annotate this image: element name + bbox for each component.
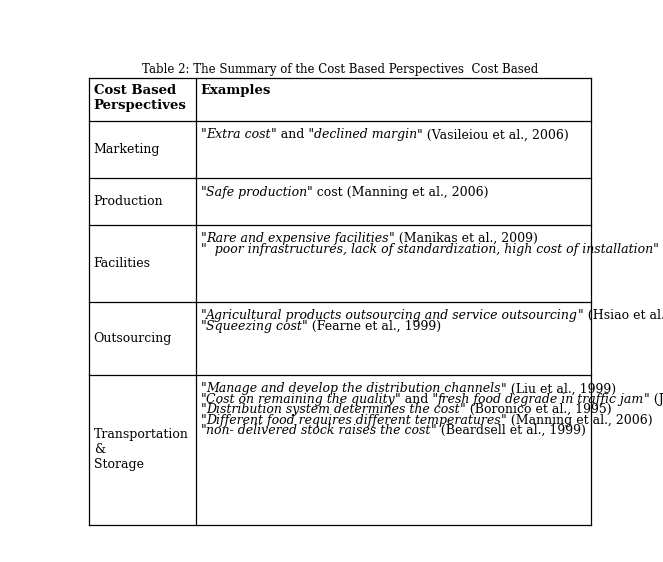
Text: "  poor infrastructures, lack of standardization, high cost of installation": " poor infrastructures, lack of standard… xyxy=(200,243,658,256)
Text: Outsourcing: Outsourcing xyxy=(93,332,172,345)
Text: declined margin: declined margin xyxy=(314,128,417,141)
Text: " (Beardsell et al., 1999): " (Beardsell et al., 1999) xyxy=(431,424,585,437)
Text: Safe production: Safe production xyxy=(206,186,308,199)
Text: Extra cost: Extra cost xyxy=(206,128,271,141)
Text: " (Manning et al., 2006): " (Manning et al., 2006) xyxy=(501,414,652,427)
Text: Rare and expensive facilities: Rare and expensive facilities xyxy=(206,232,389,245)
Text: " (Hsiao et al., 2008): " (Hsiao et al., 2008) xyxy=(578,309,663,322)
Text: ": " xyxy=(200,128,206,141)
Text: ": " xyxy=(200,232,206,245)
Text: ": " xyxy=(200,186,206,199)
Text: ": " xyxy=(200,424,206,437)
Text: Squeezing cost: Squeezing cost xyxy=(206,320,302,333)
Text: " and ": " and " xyxy=(271,128,314,141)
Text: " cost (Manning et al., 2006): " cost (Manning et al., 2006) xyxy=(308,186,489,199)
Text: Marketing: Marketing xyxy=(93,143,160,156)
Text: " (Vasileiou et al., 2006): " (Vasileiou et al., 2006) xyxy=(417,128,569,141)
Text: " (Joshi et al., 2009): " (Joshi et al., 2009) xyxy=(644,393,663,406)
Text: Facilities: Facilities xyxy=(93,256,151,270)
Text: Production: Production xyxy=(93,195,163,208)
Text: ": " xyxy=(200,414,206,427)
Text: " and ": " and " xyxy=(395,393,438,406)
Text: ": " xyxy=(200,309,206,322)
Text: fresh food degrade in traffic jam: fresh food degrade in traffic jam xyxy=(438,393,644,406)
Text: non- delivered stock raises the cost: non- delivered stock raises the cost xyxy=(206,424,431,437)
Text: Table 2: The Summary of the Cost Based Perspectives  Cost Based: Table 2: The Summary of the Cost Based P… xyxy=(142,63,538,76)
Text: " (Manikas et al., 2009): " (Manikas et al., 2009) xyxy=(389,232,538,245)
Text: " (Liu et al., 1999): " (Liu et al., 1999) xyxy=(501,382,616,396)
Text: ": " xyxy=(200,382,206,396)
Text: " (Boronico et al., 1995): " (Boronico et al., 1995) xyxy=(460,403,611,416)
Text: Cost on remaining the quality: Cost on remaining the quality xyxy=(206,393,395,406)
Text: ": " xyxy=(200,403,206,416)
Text: Different food requires different temperatures: Different food requires different temper… xyxy=(206,414,501,427)
Text: Cost Based
Perspectives: Cost Based Perspectives xyxy=(93,84,186,112)
Text: ": " xyxy=(200,393,206,406)
Text: Distribution system determines the cost: Distribution system determines the cost xyxy=(206,403,460,416)
Text: Manage and develop the distribution channels: Manage and develop the distribution chan… xyxy=(206,382,501,396)
Text: ": " xyxy=(200,320,206,333)
Text: Transportation
&
Storage: Transportation & Storage xyxy=(93,428,188,472)
Text: Agricultural products outsourcing and service outsourcing: Agricultural products outsourcing and se… xyxy=(206,309,578,322)
Text: Examples: Examples xyxy=(200,84,271,97)
Text: " (Fearne et al., 1999): " (Fearne et al., 1999) xyxy=(302,320,442,333)
Text: (Joshi et al., 2009): (Joshi et al., 2009) xyxy=(658,243,663,256)
